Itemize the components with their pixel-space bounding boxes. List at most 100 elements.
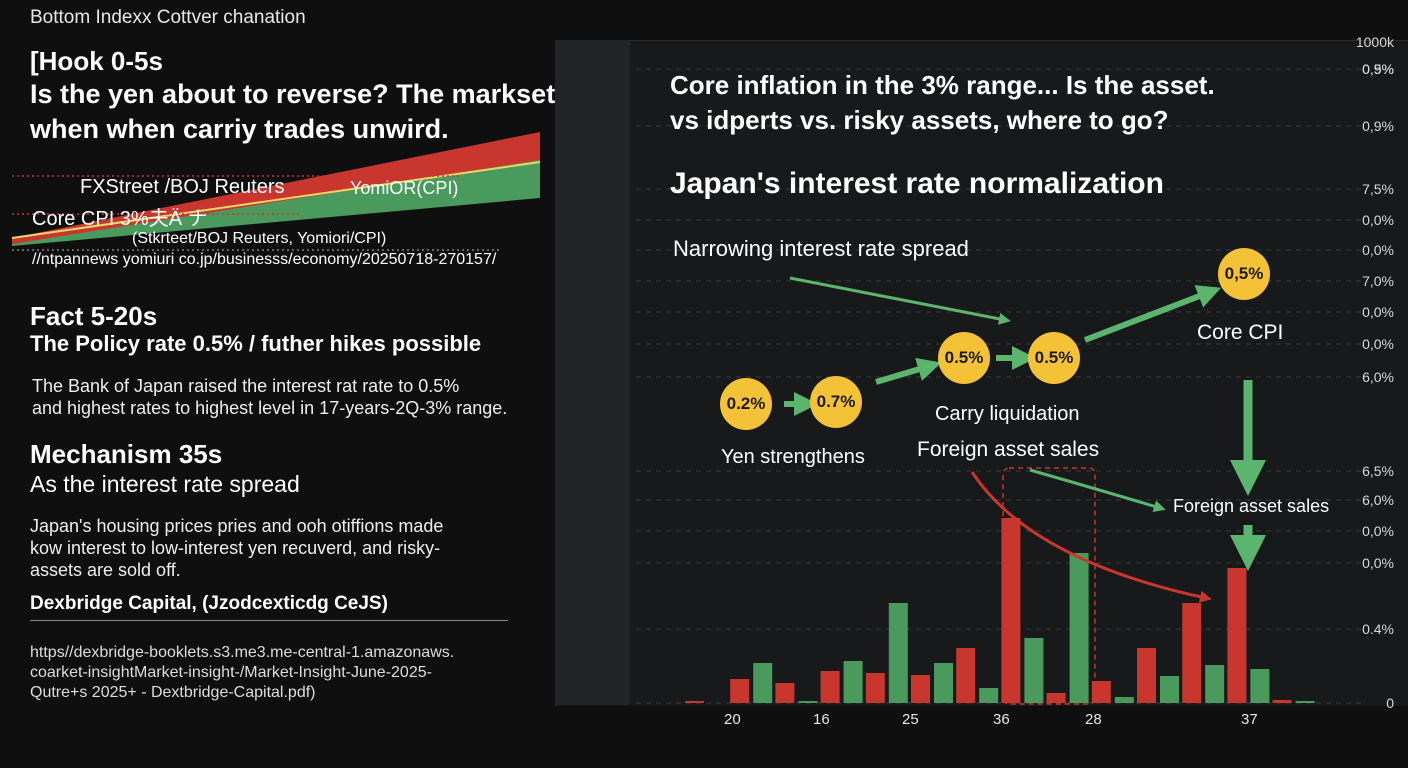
mini-core-label: Core CPI 3%夫Ä ナ [32,208,208,230]
foreign-label: Foreign asset sales [917,438,1100,461]
carry-label: Carry liquidation [935,403,1080,425]
y-tick-label: 7,5% [1362,181,1394,197]
mini-source-right: YomiOR(CPI) [350,178,459,198]
x-tick-label: 28 [1085,711,1102,728]
y-tick-label: 0,0% [1362,212,1394,228]
bar-red-12 [1227,568,1247,703]
y-tick-label: 0,0% [1362,304,1394,320]
bubble-0: 0.2% [720,378,772,430]
bubble-3: 0.5% [1028,332,1080,384]
y-tick-label: 0,9% [1362,61,1394,77]
x-tick-label: 16 [813,711,830,728]
bar-green-9 [1114,697,1134,703]
fact-label: Fact 5-20s [30,301,158,331]
x-tick-label: 37 [1241,711,1258,728]
mini-source-line: FXStreet /BOJ Reuters [80,176,285,198]
chart-question-line-1: Core inflation in the 3% range... Is the… [670,70,1215,100]
mini-yellow-line [11,161,541,239]
bar-red-1 [730,679,750,703]
mini-sources: (Stkrteet/BOJ Reuters, Yomiori/CPI) [132,230,387,247]
y-tick-label: 0,0% [1362,555,1394,571]
core-cpi-label: Core CPI [1197,321,1284,344]
x-tick-label: 25 [902,711,919,728]
arrow-spread [789,276,1011,325]
foreign-label-2: Foreign asset sales [1173,496,1330,516]
hook-line-1: Is the yen about to reverse? The markset… [30,79,607,109]
left-panel: Bottom Indexx Cottver chanation [Hook 0-… [0,0,606,768]
y-tick-label: 6,0% [1362,369,1394,385]
bar-red-11 [1182,603,1202,703]
chart-shaded-band [555,40,630,705]
y-tick-label: 0.4% [1362,621,1394,637]
mechanism-body-3: assets are sold off. [30,560,181,580]
bar-green-1 [753,663,773,703]
bar-red-13 [1272,700,1292,703]
bubble-4: 0,5% [1218,248,1270,300]
bar-green-5 [934,663,953,703]
bar-green-10 [1160,676,1179,703]
bar-green-8 [1069,553,1089,703]
bar-green-11 [1205,665,1225,703]
bar-red-0 [685,701,704,703]
fact-body-2: and highest rates to highest level in 17… [32,398,508,418]
bubble-1: 0.7% [810,376,862,428]
mechanism-body-2: kow interest to low-interest yen recuver… [30,538,441,558]
y-tick-label: 0 [1386,695,1394,711]
arrow-red-curve [970,471,1212,603]
bubble-2: 0.5% [938,332,990,384]
x-tick-label: 20 [724,711,741,728]
mini-url[interactable]: //ntpannews yomiuri co.jp/businesss/econ… [32,251,497,268]
bar-green-4 [888,603,908,703]
mechanism-headline: As the interest rate spread [30,471,300,497]
source-url-3[interactable]: Qutre+s 2025+ - Dextbridge-Capital.pdf) [30,684,316,701]
bar-red-2 [775,683,795,703]
source-divider [30,620,508,621]
bar-green-2 [798,701,818,703]
bar-red-4 [865,673,885,703]
y-tick-label: 0,0% [1362,523,1394,539]
arrow-bubble-2 [875,357,942,385]
y-tick-label: 6,0% [1362,492,1394,508]
bar-red-10 [1137,648,1156,703]
mini-red-wedge [12,132,540,244]
bar-green-3 [843,661,863,703]
bar-green-6 [979,688,999,703]
spread-label: Narrowing interest rate spread [673,236,969,261]
y-tick-label: 0,0% [1362,336,1394,352]
header-title: Bottom Indexx Cottver chanation [30,7,306,28]
bar-green-12 [1250,669,1270,703]
bar-red-8 [1046,693,1066,703]
source-url-2[interactable]: coarket-insightMarket-insight-/Market-In… [30,664,432,681]
bar-green-13 [1295,701,1315,703]
chart-question-line-2: vs idperts vs. risky assets, where to go… [670,105,1169,135]
y-tick-label: 0.5% [1362,61,1394,77]
arrow-core-cpi [1083,285,1222,343]
bar-red-6 [956,648,976,703]
y-tick-label: 0,9% [1362,118,1394,134]
bar-red-9 [1091,681,1111,703]
arrow-foreign [1029,468,1166,513]
y-tick-label: 6,5% [1362,463,1394,479]
source-name: Dexbridge Capital, (Jzodcexticdg CeJS) [30,593,388,614]
bar-red-7 [1001,518,1021,703]
bar-red-5 [911,675,930,703]
yen-label: Yen strengthens [721,446,865,468]
fact-body-1: The Bank of Japan raised the interest ra… [32,376,460,396]
x-tick-label: 36 [993,711,1010,728]
chart-title: Japan's interest rate normalization [670,167,1164,200]
arrow-layer [784,276,1266,603]
mechanism-body-1: Japan's housing prices pries and ooh oti… [30,516,444,536]
bar-green-7 [1024,638,1044,703]
bar-layer [685,518,1315,703]
y-tick-label: 0,0% [1362,242,1394,258]
hook-label: [Hook 0-5s [30,46,163,76]
y-tick-label: 7,0% [1362,273,1394,289]
hook-line-2: when when carriy trades unwird. [30,114,449,144]
fact-headline: The Policy rate 0.5% / futher hikes poss… [30,331,482,356]
bar-red-3 [820,671,840,703]
source-url-1[interactable]: https//dexbridge-booklets.s3.me3.me-cent… [30,644,455,661]
mini-trend-chart [11,132,541,251]
y-tick-label: 1000k [1355,34,1394,50]
mechanism-label: Mechanism 35s [30,439,223,469]
